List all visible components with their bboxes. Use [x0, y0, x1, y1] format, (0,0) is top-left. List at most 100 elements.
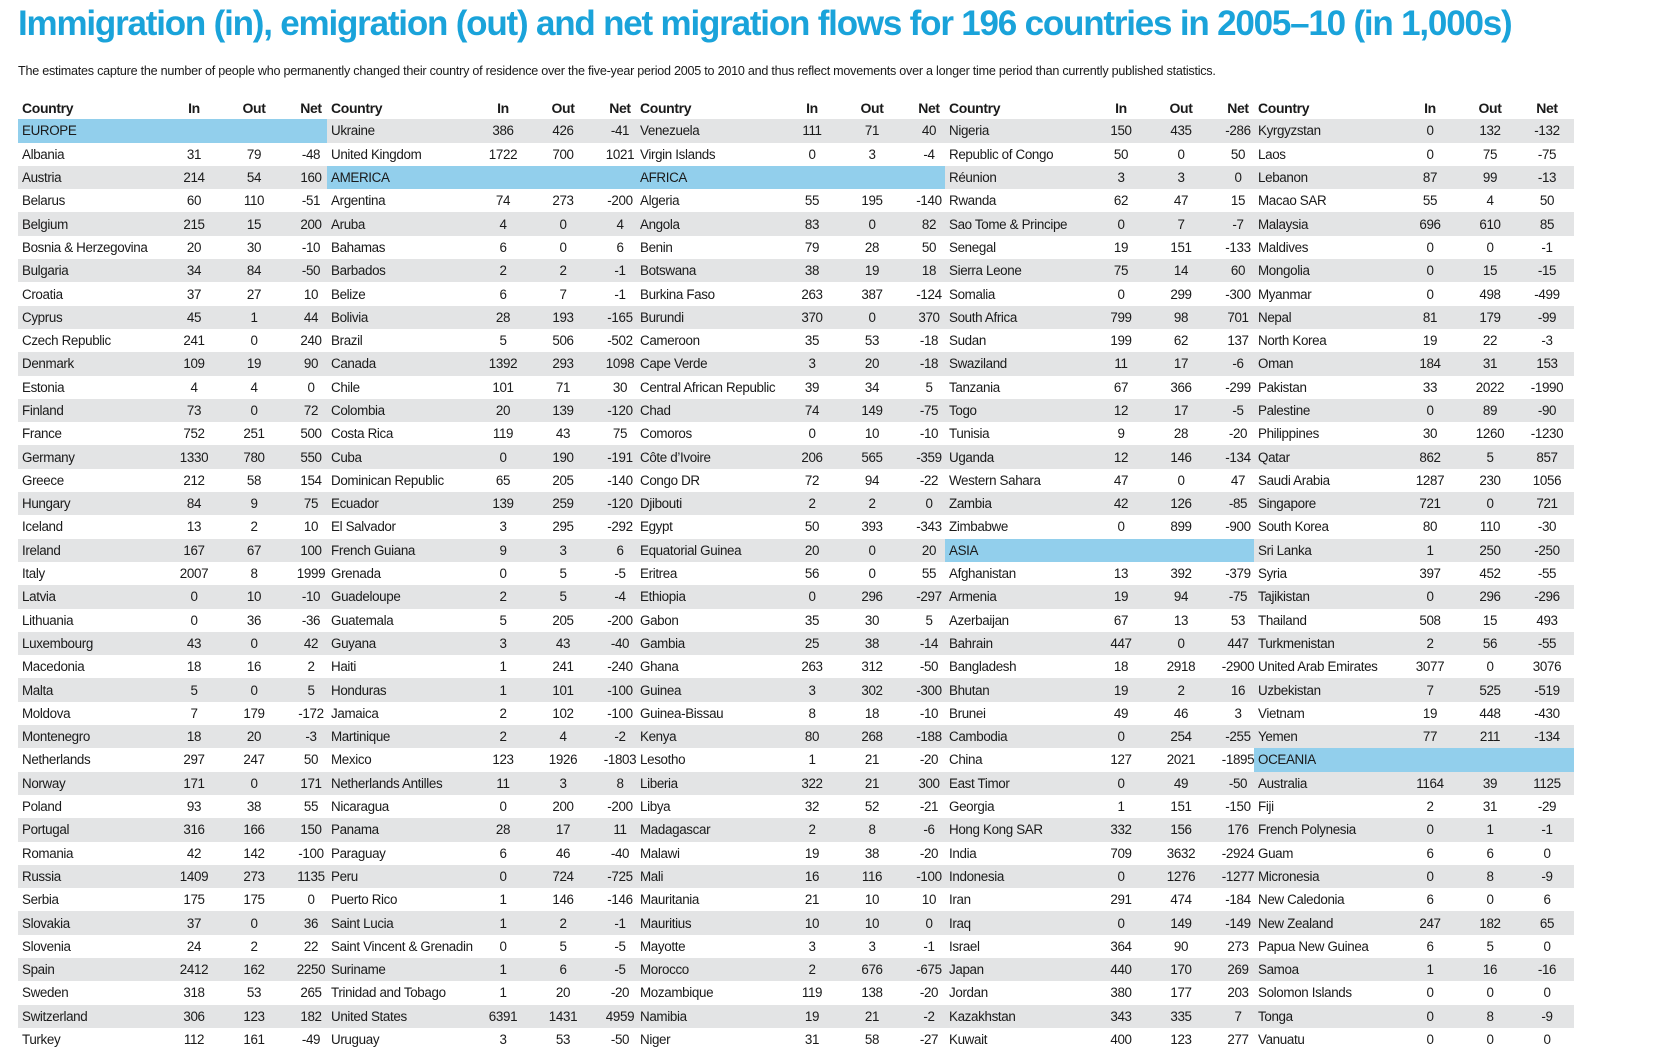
- table-row: Germany 1330 780 550: [18, 445, 338, 469]
- net-migration-value: -1: [614, 286, 626, 302]
- country-name: Saudi Arabia: [1258, 472, 1330, 488]
- immigration-value: 43: [186, 635, 202, 651]
- immigration-value: 12: [1113, 449, 1129, 465]
- table-row: Luxembourg 43 0 42: [18, 631, 338, 656]
- immigration-value: 55: [1422, 193, 1438, 209]
- net-migration-value: -255: [1225, 729, 1251, 745]
- country-name: Albania: [22, 146, 65, 162]
- country-name: Vanuatu: [1258, 1032, 1305, 1048]
- immigration-value: 9: [1117, 426, 1125, 442]
- table-row: United States 6391 1431 4959: [327, 1004, 647, 1028]
- net-migration-value: -675: [916, 962, 942, 978]
- emigration-value: 110: [243, 193, 265, 209]
- immigration-value: 119: [492, 426, 514, 442]
- immigration-value: 175: [183, 892, 205, 908]
- emigration-value: 1431: [548, 1008, 578, 1024]
- country-name: Uganda: [949, 449, 994, 465]
- emigration-value: 3632: [1166, 845, 1196, 861]
- emigration-value: 273: [243, 868, 265, 884]
- table-row: New Caledonia 6 0 6: [1254, 888, 1574, 911]
- immigration-value: 0: [1426, 589, 1434, 605]
- net-migration-value: 55: [303, 799, 319, 815]
- table-row: Norway 171 0 171: [18, 771, 338, 795]
- immigration-value: 0: [1426, 146, 1434, 162]
- table-row: Maldives 0 0 -1: [1254, 236, 1574, 259]
- net-migration-value: -250: [1534, 542, 1560, 558]
- net-migration-value: -1990: [1530, 379, 1564, 395]
- table-row: Malawi 19 38 -20: [636, 842, 956, 865]
- net-migration-value: -9: [1541, 1008, 1553, 1024]
- immigration-value: 18: [186, 659, 202, 675]
- emigration-value: 151: [1170, 239, 1192, 255]
- emigration-value: 7: [1177, 216, 1185, 232]
- net-migration-value: -300: [1225, 286, 1251, 302]
- emigration-value: 38: [864, 845, 880, 861]
- immigration-value: 80: [1422, 519, 1438, 535]
- table-row: Uganda 12 146 -134: [945, 445, 1265, 469]
- emigration-value: 54: [246, 170, 262, 186]
- net-migration-value: -6: [923, 822, 935, 838]
- immigration-value: 0: [1117, 775, 1125, 791]
- table-row: Dominican Republic 65 205 -140: [327, 469, 647, 492]
- emigration-value: 8: [868, 822, 876, 838]
- table-row: Gabon 35 30 5: [636, 609, 956, 632]
- table-row: Eritrea 56 0 55: [636, 562, 956, 585]
- table-row: Moldova 7 179 -172: [18, 702, 338, 725]
- net-migration-value: -499: [1534, 286, 1560, 302]
- immigration-value: 721: [1419, 496, 1441, 512]
- emigration-value: 39: [1482, 775, 1498, 791]
- table-row: Ireland 167 67 100: [18, 538, 338, 562]
- table-row: Peru 0 724 -725: [327, 864, 647, 889]
- immigration-value: 6: [499, 239, 507, 255]
- table-row: Benin 79 28 50: [636, 236, 956, 259]
- immigration-value: 397: [1419, 566, 1441, 582]
- country-name: Jordan: [949, 985, 988, 1001]
- immigration-value: 7: [1426, 682, 1434, 698]
- emigration-value: 780: [243, 449, 265, 465]
- emigration-value: 700: [552, 146, 574, 162]
- immigration-value: 84: [186, 496, 202, 512]
- net-migration-value: 1999: [296, 566, 326, 582]
- table-row: Tonga 0 8 -9: [1254, 1004, 1574, 1028]
- emigration-value: 6: [1486, 845, 1494, 861]
- country-name: Kenya: [640, 729, 677, 745]
- immigration-value: 1392: [488, 356, 518, 372]
- table-row: Suriname 1 6 -5: [327, 957, 647, 982]
- immigration-value: 0: [499, 566, 507, 582]
- emigration-value: 10: [864, 892, 880, 908]
- emigration-value: 142: [243, 845, 265, 861]
- column-header-row: Country In Out Net: [1254, 96, 1574, 119]
- emigration-value: 132: [1479, 123, 1501, 139]
- table-row: Sri Lanka 1 250 -250: [1254, 538, 1574, 562]
- country-name: Guadeloupe: [331, 589, 401, 605]
- table-row: Somalia 0 299 -300: [945, 282, 1265, 305]
- country-name: Tunisia: [949, 426, 990, 442]
- table-row: Poland 93 38 55: [18, 795, 338, 818]
- emigration-value: 15: [1482, 612, 1498, 628]
- country-name: Estonia: [22, 379, 65, 395]
- country-name: Hungary: [22, 496, 71, 512]
- table-row: Guadeloupe 2 5 -4: [327, 585, 647, 609]
- header-out: Out: [1478, 99, 1502, 116]
- country-name: Netherlands Antilles: [331, 775, 443, 791]
- emigration-value: 0: [1177, 472, 1185, 488]
- net-migration-value: 8: [616, 775, 624, 791]
- net-migration-value: -140: [916, 193, 942, 209]
- immigration-value: 696: [1419, 216, 1441, 232]
- country-name: Botswana: [640, 263, 697, 279]
- immigration-value: 2: [499, 729, 507, 745]
- emigration-value: 99: [1482, 170, 1498, 186]
- table-row: Kazakhstan 343 335 7: [945, 1004, 1265, 1028]
- table-row: Cameroon 35 53 -18: [636, 329, 956, 352]
- net-migration-value: 265: [300, 985, 322, 1001]
- table-row: Cuba 0 190 -191: [327, 445, 647, 469]
- table-row: Rwanda 62 47 15: [945, 189, 1265, 212]
- emigration-value: 724: [552, 868, 574, 884]
- country-name: India: [949, 845, 977, 861]
- country-name: Sudan: [949, 333, 986, 349]
- immigration-value: 386: [492, 123, 514, 139]
- table-row: Vanuatu 0 0 0: [1254, 1028, 1574, 1051]
- country-name: Gabon: [640, 612, 679, 628]
- emigration-value: 2: [250, 519, 258, 535]
- immigration-value: 1: [499, 659, 507, 675]
